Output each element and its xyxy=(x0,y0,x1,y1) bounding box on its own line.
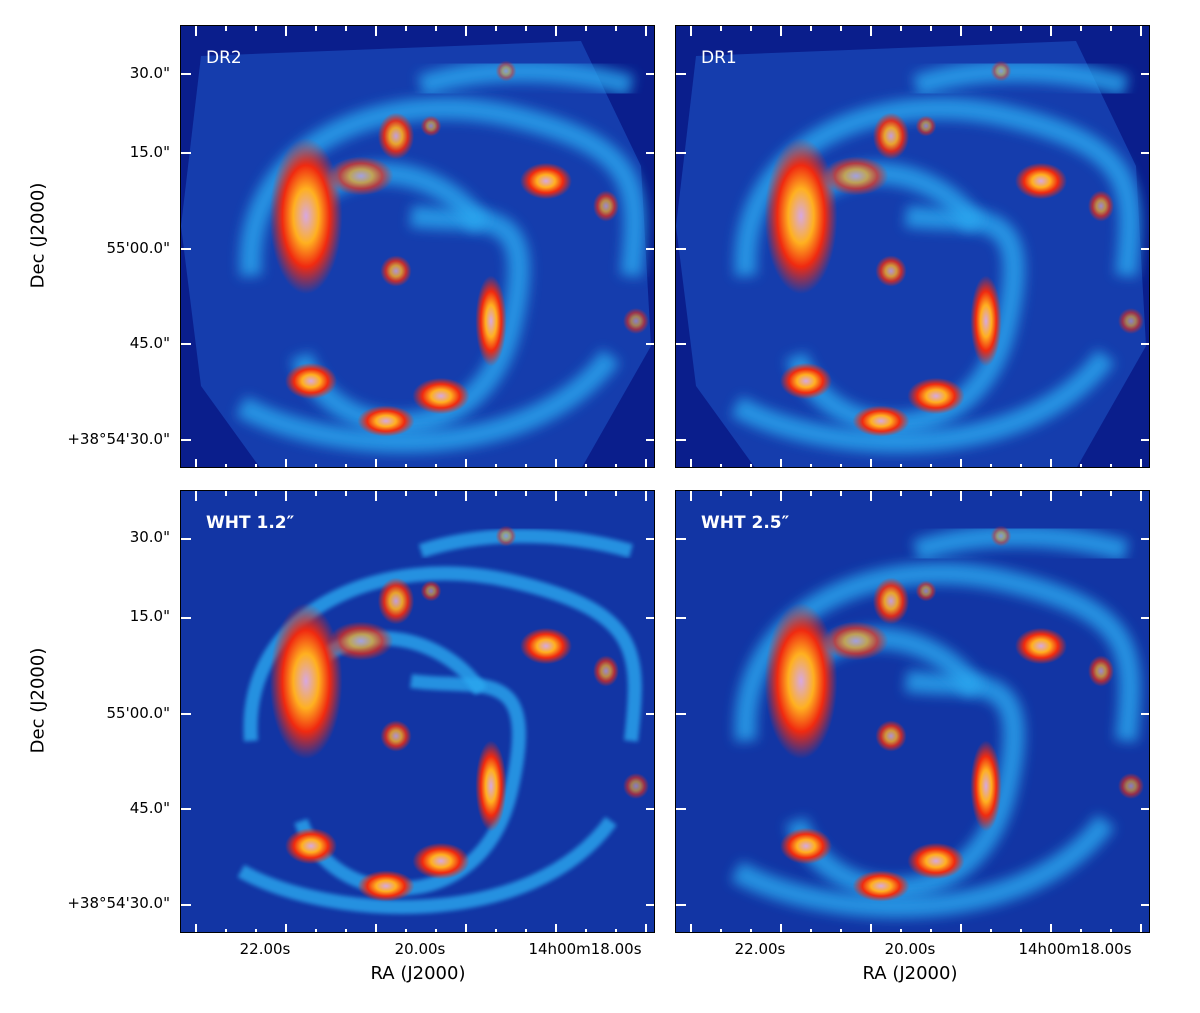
y-tick-label: 45.0" xyxy=(129,334,170,352)
hii-region xyxy=(852,870,910,902)
y-axis-label: Dec (J2000) xyxy=(27,182,49,289)
hii-region xyxy=(915,580,937,602)
hii-region xyxy=(907,842,965,880)
hii-region xyxy=(412,377,470,415)
panel-wht-1-2: WHT 1.2″ xyxy=(180,490,655,933)
y-tick-label: 30.0" xyxy=(129,528,170,546)
hii-region xyxy=(780,362,832,400)
spiral-arm xyxy=(237,816,617,914)
hii-region xyxy=(495,525,517,547)
hii-region xyxy=(475,275,507,367)
hii-region xyxy=(764,603,838,759)
hii-region xyxy=(520,627,572,665)
hii-region xyxy=(852,405,910,437)
hii-region xyxy=(357,870,415,902)
image-dr2 xyxy=(181,26,654,467)
hii-region xyxy=(328,156,394,196)
panel-label: DR2 xyxy=(206,48,242,68)
hii-region xyxy=(1088,190,1114,222)
x-tick-label: 14h00m18.00s xyxy=(1018,940,1132,958)
hii-region xyxy=(420,580,442,602)
y-tick-label: 55'00.0" xyxy=(106,239,170,257)
hii-region xyxy=(970,275,1002,367)
y-tick-label: 55'00.0" xyxy=(106,704,170,722)
hii-region xyxy=(875,720,907,752)
spiral-arm xyxy=(912,60,1130,97)
hii-region xyxy=(990,525,1012,547)
hii-region xyxy=(380,255,412,287)
hii-region xyxy=(970,740,1002,832)
hii-region xyxy=(269,138,343,294)
x-tick-label: 20.00s xyxy=(884,940,936,958)
hii-region xyxy=(593,190,619,222)
x-tick-label: 20.00s xyxy=(394,940,446,958)
hii-region xyxy=(1088,655,1114,687)
x-axis-label: RA (J2000) xyxy=(862,963,958,984)
hii-region xyxy=(872,577,910,625)
hii-region xyxy=(872,112,910,160)
panel-label: DR1 xyxy=(701,48,737,68)
y-axis-label: Dec (J2000) xyxy=(27,647,49,754)
spiral-arm xyxy=(730,349,1115,453)
y-tick-label: 15.0" xyxy=(129,607,170,625)
y-tick-label: +38°54'30.0" xyxy=(67,894,170,912)
hii-region xyxy=(593,655,619,687)
hii-region xyxy=(285,827,337,865)
spiral-arm xyxy=(418,529,633,558)
image-wht-2-5 xyxy=(676,491,1149,932)
panel-label: WHT 1.2″ xyxy=(206,513,295,533)
x-tick-label: 22.00s xyxy=(239,940,291,958)
spiral-arm xyxy=(417,60,635,97)
hii-region xyxy=(285,362,337,400)
y-tick-label: 15.0" xyxy=(129,143,170,161)
hii-region xyxy=(1118,308,1144,334)
hii-region xyxy=(780,827,832,865)
y-tick-label: 30.0" xyxy=(129,64,170,82)
spiral-arm xyxy=(235,349,620,453)
panel-label: WHT 2.5″ xyxy=(701,513,790,533)
panel-dr2: DR2 xyxy=(180,25,655,468)
hii-region xyxy=(823,621,889,661)
hii-region xyxy=(1118,773,1144,799)
spiral-arm xyxy=(912,525,1130,562)
x-tick-label: 14h00m18.00s xyxy=(528,940,642,958)
hii-region xyxy=(907,377,965,415)
hii-region xyxy=(1015,627,1067,665)
image-dr1 xyxy=(676,26,1149,467)
hii-region xyxy=(412,842,470,880)
x-tick-label: 22.00s xyxy=(734,940,786,958)
hii-region xyxy=(495,60,517,82)
x-axis-label: RA (J2000) xyxy=(370,963,466,984)
hii-region xyxy=(380,720,412,752)
hii-region xyxy=(915,115,937,137)
hii-region xyxy=(328,621,394,661)
hii-region xyxy=(475,740,507,832)
panel-wht-2-5: WHT 2.5″ xyxy=(675,490,1150,933)
image-wht-1-2 xyxy=(181,491,654,932)
hii-region xyxy=(764,138,838,294)
hii-region xyxy=(823,156,889,196)
y-tick-label: 45.0" xyxy=(129,799,170,817)
hii-region xyxy=(623,773,649,799)
hii-region xyxy=(269,603,343,759)
hii-region xyxy=(623,308,649,334)
hii-region xyxy=(875,255,907,287)
hii-region xyxy=(377,112,415,160)
hii-region xyxy=(520,162,572,200)
hii-region xyxy=(990,60,1012,82)
hii-region xyxy=(357,405,415,437)
hii-region xyxy=(420,115,442,137)
hii-region xyxy=(377,577,415,625)
y-tick-label: +38°54'30.0" xyxy=(67,430,170,448)
panel-dr1: DR1 xyxy=(675,25,1150,468)
spiral-arm xyxy=(730,814,1115,918)
hii-region xyxy=(1015,162,1067,200)
